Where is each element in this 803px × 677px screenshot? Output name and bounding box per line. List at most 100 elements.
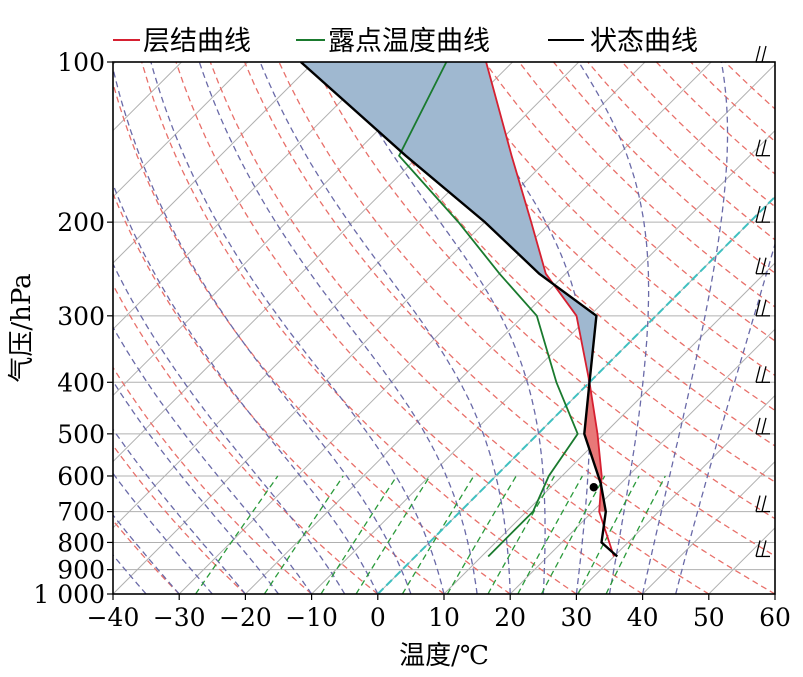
x-tick-label: 20 bbox=[494, 603, 526, 632]
wind-barb bbox=[755, 45, 770, 63]
moist-adiabat-line bbox=[113, 182, 379, 594]
dry-adiabat-line bbox=[141, 62, 577, 594]
legend-label-parcel: 状态曲线 bbox=[590, 26, 698, 57]
zero-isotherm-line bbox=[377, 195, 775, 594]
dewpoint-curve bbox=[398, 62, 579, 558]
dry-adiabat-line bbox=[655, 62, 775, 175]
y-axis-title: 气压/hPa bbox=[7, 273, 37, 382]
dry-adiabat-line bbox=[113, 81, 511, 594]
wind-barb-flag bbox=[761, 366, 767, 383]
wind-barb-flag bbox=[755, 417, 761, 435]
mixing-ratio-line bbox=[401, 475, 475, 594]
isotherm-line bbox=[245, 63, 775, 594]
wind-barb bbox=[755, 366, 770, 383]
isotherm-line bbox=[774, 593, 775, 594]
plot-area bbox=[113, 62, 775, 594]
y-tick-label: 900 bbox=[57, 556, 105, 585]
cape-shading bbox=[300, 62, 597, 383]
lcl-point bbox=[589, 483, 598, 492]
isotherm-line bbox=[113, 62, 447, 397]
mixing-ratio-line bbox=[195, 475, 279, 594]
mixing-ratio-line bbox=[446, 475, 517, 594]
dry-adiabat-line bbox=[449, 62, 775, 377]
wind-barb-flag bbox=[761, 139, 767, 156]
isotherm-line bbox=[642, 460, 775, 594]
y-tick-label: 200 bbox=[57, 208, 105, 237]
wind-barb-flag bbox=[761, 257, 767, 274]
wind-barb-flag bbox=[761, 540, 767, 557]
dry-adiabat-line bbox=[209, 62, 710, 594]
y-tick-label: 700 bbox=[57, 498, 105, 527]
wind-barb-flag bbox=[761, 417, 767, 435]
moist-adiabat-line bbox=[441, 62, 591, 594]
y-tick-label: 300 bbox=[57, 302, 105, 331]
moist-adiabat-line bbox=[198, 62, 478, 594]
x-tick-label: 0 bbox=[370, 603, 386, 632]
moist-adiabat-line bbox=[113, 65, 412, 594]
dry-adiabat-line bbox=[113, 519, 180, 594]
wind-barb-flag bbox=[761, 205, 767, 223]
wind-barb bbox=[755, 205, 770, 223]
x-axis: −40 −30 −20 −10 0 10 20 30 40 50 60 bbox=[87, 594, 791, 632]
wind-barb bbox=[755, 417, 770, 435]
dry-adiabat-line bbox=[113, 444, 246, 594]
parcel-curve bbox=[300, 62, 619, 558]
wind-barb bbox=[755, 299, 770, 317]
wind-barb-flag bbox=[761, 495, 767, 512]
mixing-ratio-line bbox=[605, 475, 666, 594]
moist-adiabat-line bbox=[338, 62, 546, 594]
dry-adiabat-line bbox=[587, 62, 775, 241]
dry-adiabat-line bbox=[175, 62, 643, 594]
wind-barb bbox=[755, 257, 770, 275]
mixing-ratio-line bbox=[355, 475, 431, 594]
wind-barb-flag bbox=[755, 540, 761, 557]
isotherm-line bbox=[178, 62, 712, 594]
dry-adiabat-line bbox=[484, 62, 775, 342]
moist-adiabat-line bbox=[259, 62, 511, 594]
wind-barb-flag bbox=[761, 299, 767, 316]
isotherm-line bbox=[311, 129, 775, 594]
dry-adiabat-line bbox=[244, 62, 775, 594]
y-tick-label: 500 bbox=[57, 420, 105, 449]
isotherm-line bbox=[113, 62, 646, 594]
dry-adiabat-line bbox=[113, 283, 379, 594]
dry-adiabat-line bbox=[415, 62, 775, 412]
wind-barb bbox=[755, 139, 770, 157]
isotherm-line bbox=[576, 394, 775, 594]
moist-adiabat-line bbox=[675, 241, 775, 594]
isotherm-line bbox=[113, 62, 315, 264]
x-tick-label: −20 bbox=[219, 603, 272, 632]
isotherm-line bbox=[113, 62, 249, 198]
x-tick-label: 30 bbox=[560, 603, 592, 632]
moist-adiabat-line bbox=[641, 62, 729, 594]
y-tick-label: 400 bbox=[57, 368, 105, 397]
dry-adiabat-line bbox=[621, 62, 775, 208]
x-tick-label: −30 bbox=[153, 603, 206, 632]
dry-adiabat-line bbox=[278, 62, 775, 557]
mixing-ratio-line bbox=[577, 475, 640, 594]
x-tick-label: −10 bbox=[285, 603, 338, 632]
wind-barb-flag bbox=[755, 495, 761, 512]
wind-barb-flag bbox=[761, 45, 767, 63]
mixing-ratio-line bbox=[487, 475, 555, 594]
legend: 层结曲线 露点温度曲线 状态曲线 bbox=[113, 26, 698, 57]
wind-barb-flag bbox=[755, 366, 761, 383]
legend-label-dewpoint: 露点温度曲线 bbox=[328, 26, 490, 57]
wind-barb bbox=[755, 495, 770, 513]
y-tick-label: 100 bbox=[57, 48, 105, 77]
y-tick-label: 800 bbox=[57, 528, 105, 557]
dry-adiabat-line bbox=[113, 366, 313, 594]
wind-barbs bbox=[755, 45, 770, 558]
wind-barb-flag bbox=[755, 299, 761, 316]
isotherm-line bbox=[113, 62, 381, 330]
wind-barb-flag bbox=[755, 45, 761, 63]
x-tick-label: 60 bbox=[759, 603, 791, 632]
moist-adiabat-line bbox=[113, 262, 346, 594]
wind-barb-flag bbox=[755, 257, 761, 274]
x-tick-label: 40 bbox=[627, 603, 659, 632]
x-tick-label: 10 bbox=[428, 603, 460, 632]
dry-adiabat-line bbox=[113, 191, 445, 594]
wind-barb bbox=[755, 540, 770, 558]
